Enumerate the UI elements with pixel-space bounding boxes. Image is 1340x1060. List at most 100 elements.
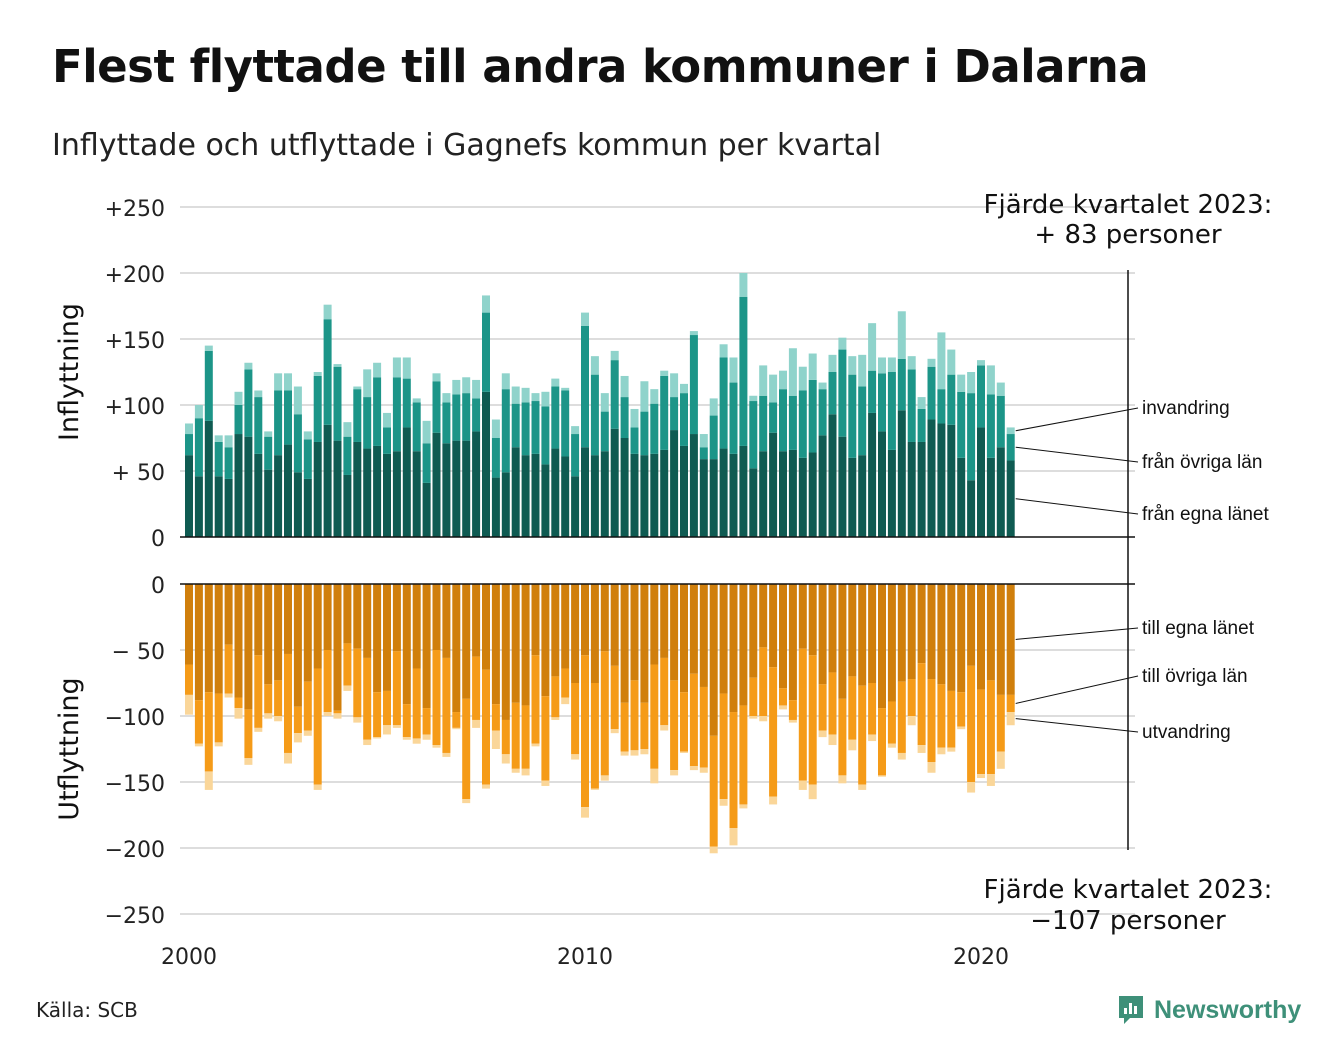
bar-segment (808, 655, 817, 785)
y-tick-label: −250 (105, 904, 165, 929)
bar-segment (432, 584, 441, 650)
bar-segment (610, 729, 619, 734)
bar-segment (541, 464, 550, 537)
bar-segment (907, 369, 916, 442)
bar-segment (907, 679, 916, 716)
bar-segment (343, 685, 352, 691)
bar-segment (303, 478, 312, 537)
bar-segment (937, 684, 946, 748)
bar-segment (828, 672, 837, 735)
bar-segment (442, 393, 451, 403)
bar-segment (333, 713, 342, 719)
bar-segment (788, 584, 797, 701)
bar-segment (442, 443, 451, 537)
bar-segment (432, 381, 441, 433)
bar-segment (779, 451, 787, 537)
bar-segment (541, 391, 550, 407)
bar-segment (224, 644, 233, 694)
bar-segment (333, 584, 342, 711)
series-label: till övriga län (1142, 666, 1248, 687)
bar-segment (392, 451, 401, 537)
bar-segment (185, 584, 193, 665)
bar-segment (620, 397, 629, 438)
bar-segment (402, 704, 411, 738)
bar-segment (739, 445, 748, 537)
bar-segment (917, 441, 926, 537)
bar-segment (769, 584, 778, 668)
y-tick-label: + 50 (112, 461, 165, 486)
bar-segment (967, 782, 976, 793)
y-tick-label: +100 (105, 395, 165, 420)
bar-segment (650, 403, 659, 454)
bar-segment (402, 378, 411, 428)
bar-segment (491, 584, 500, 705)
bar-segment (749, 584, 758, 678)
bar-segment (689, 584, 698, 674)
bar-segment (838, 436, 847, 537)
bar-segment (788, 449, 797, 537)
bar-segment (986, 394, 995, 458)
bar-segment (759, 584, 768, 648)
brand-logo[interactable]: Newsworthy (1116, 994, 1301, 1026)
bar-segment (996, 694, 1005, 752)
bar-segment (234, 697, 243, 709)
bar-segment (581, 584, 589, 656)
bar-segment (788, 395, 797, 450)
bar-segment (670, 584, 679, 681)
bar-segment (986, 584, 995, 681)
annotation-top-line1: Fjärde kvartalet 2023: (984, 190, 1273, 220)
bar-segment (660, 584, 669, 658)
series-leader-line (1015, 627, 1139, 640)
bar-segment (600, 775, 609, 781)
bar-segment (551, 676, 560, 718)
bar-segment (699, 459, 708, 537)
bar-segment (303, 584, 312, 682)
bar-segment (640, 749, 649, 755)
bar-segment (977, 427, 985, 537)
bar-segment (640, 381, 649, 412)
bar-segment (313, 584, 322, 669)
bar-segment (1006, 427, 1015, 435)
bar-segment (442, 402, 451, 444)
bar-segment (234, 434, 243, 537)
bar-segment (779, 688, 787, 706)
bar-segment (947, 349, 956, 375)
bar-segment (293, 584, 302, 707)
bar-segment (284, 653, 292, 753)
bar-segment (868, 584, 877, 683)
bar-segment (739, 296, 748, 446)
bar-segment (531, 401, 540, 454)
bar-segment (868, 323, 877, 371)
bar-segment (600, 451, 609, 537)
bar-segment (887, 449, 896, 537)
bar-segment (798, 366, 807, 391)
bar-segment (630, 427, 639, 454)
bar-segment (818, 730, 827, 738)
bar-segment (986, 457, 995, 537)
bar-segment (194, 743, 203, 747)
bar-segment (729, 453, 738, 537)
bar-segment (779, 584, 787, 689)
bar-segment (194, 418, 203, 477)
bar-segment (709, 459, 718, 537)
bar-segment (194, 584, 203, 701)
bar-segment (947, 584, 956, 691)
bar-segment (521, 455, 530, 537)
bar-segment (482, 584, 490, 670)
bar-segment (917, 397, 926, 409)
chart-subtitle: Inflyttade och utflyttade i Gagnefs komm… (52, 128, 882, 163)
bar-segment (422, 482, 431, 537)
bar-segment (868, 370, 877, 413)
bar-segment (788, 719, 797, 723)
bar-segment (917, 408, 926, 442)
chat-chart-icon (1119, 996, 1143, 1024)
bar-segment (996, 382, 1005, 396)
bar-segment (323, 650, 332, 713)
bar-segment (798, 780, 807, 790)
bar-segment (749, 401, 758, 469)
bar-segment (769, 374, 778, 403)
bar-segment (412, 398, 421, 403)
bar-segment (719, 693, 728, 800)
y-tick-label: −150 (105, 772, 165, 797)
bar-segment (878, 431, 886, 537)
